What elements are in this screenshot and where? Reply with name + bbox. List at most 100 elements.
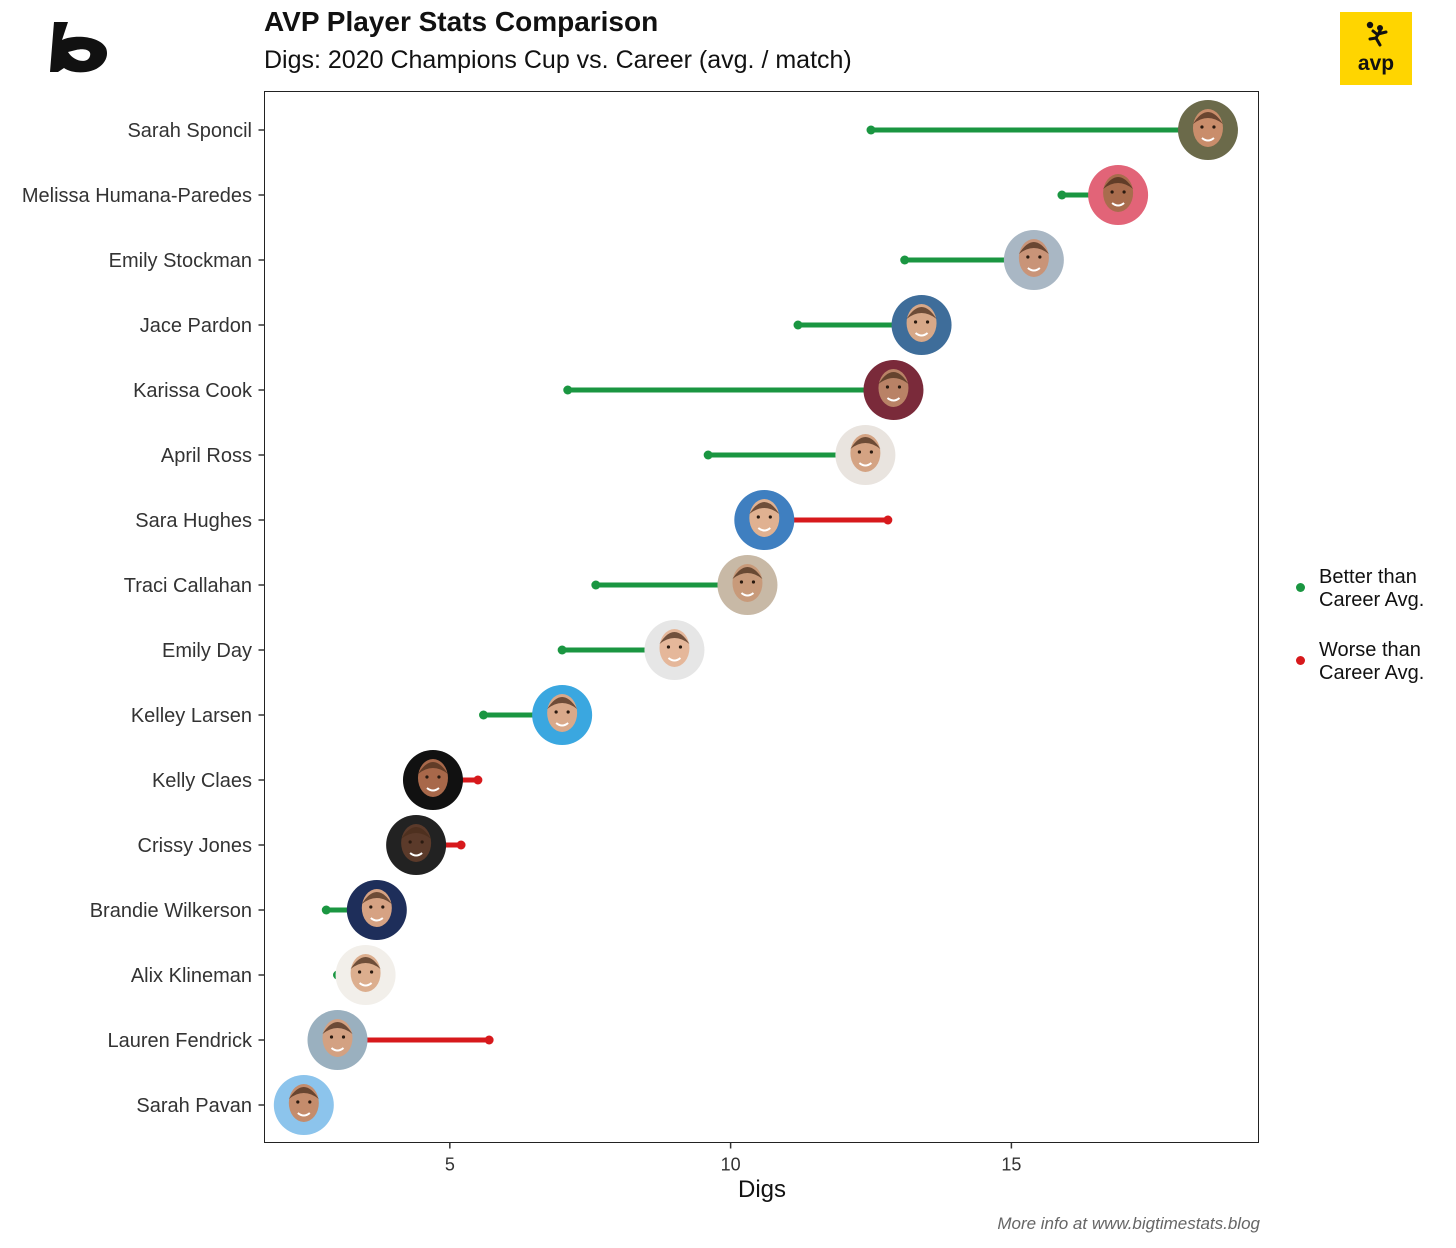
avp-logo: avp [1340,12,1412,85]
player-photo-smile [370,917,384,922]
player-photo-smile [330,1047,345,1052]
player-photo-smile [426,787,440,792]
chart-title: AVP Player Stats Comparison [264,6,659,37]
player-photo-hair [417,762,448,774]
player-photo-eye [1122,190,1126,194]
career-avg-point [479,710,489,720]
player-photo-eye [566,710,570,714]
career-avg-point [883,515,893,525]
player-photo [273,1075,334,1135]
player-photo-eye [420,840,424,844]
player-photo [891,295,952,355]
chart-subtitle: Digs: 2020 Champions Cup vs. Career (avg… [264,46,852,74]
player-photo-eye [296,1100,300,1104]
player-photo-smile [358,982,373,987]
y-tick-label: April Ross [161,445,252,467]
player-photo-smile [297,1112,311,1117]
player-photo-hair [850,437,881,449]
player-photo-eye [1110,190,1114,194]
player-photo [1003,230,1064,290]
career-avg-point [563,385,573,395]
player-photo [734,490,795,550]
y-tick-label: Emily Day [162,640,252,662]
x-tick-label: 5 [445,1155,455,1175]
career-avg-point [473,775,483,785]
career-avg-point [703,450,713,460]
player-photo-smile [886,397,901,402]
player-photo-hair [659,632,690,644]
player-photo-eye [739,580,744,584]
player-photo-eye [437,775,441,779]
career-avg-point [591,580,601,590]
player-photo-eye [369,905,373,909]
y-tick-label: Traci Callahan [124,575,252,597]
player-photo-smile [757,527,771,532]
avp-logo-text: avp [1357,52,1395,75]
player-photo-hair [547,697,578,709]
player-photo-hair [288,1087,319,1099]
player-photo-hair [1192,112,1223,124]
legend-dot-better [1296,583,1305,592]
player-photo-eye [756,515,760,519]
player-photo [1177,100,1238,160]
x-axis-label: Digs [737,1176,786,1203]
player-photo-eye [897,385,902,389]
player-photo-eye [308,1100,312,1104]
career-avg-point [321,905,331,915]
y-tick-label: Kelley Larsen [131,705,252,727]
legend-dot-worse [1296,656,1305,665]
bigtimestats-logo [44,18,112,81]
player-photo [307,1010,368,1070]
player-photo [644,620,705,680]
player-photo-eye [369,970,374,974]
y-tick-label: Kelly Claes [152,770,252,792]
player-photo-hair [401,827,432,839]
y-tick-label: Melissa Humana-Paredes [22,185,252,207]
player-photo-hair [906,307,937,319]
player-photo-eye [751,580,756,584]
career-avg-point [900,255,910,265]
player-photo-smile [1111,202,1125,207]
career-avg-point [456,840,466,850]
career-avg-point [484,1035,494,1045]
player-photo-smile [667,657,682,662]
y-tick-label: Brandie Wilkerson [90,900,252,922]
career-avg-point [793,320,803,330]
player-photo [863,360,924,420]
player-photo-smile [1201,137,1215,142]
player-photo-eye [913,320,918,324]
x-tick-label: 15 [1001,1155,1021,1175]
y-tick-label: Sara Hughes [135,510,252,532]
player-photo-hair [749,502,780,514]
player-photo-eye [341,1035,346,1039]
player-photo-smile [409,852,423,857]
player-photo-eye [885,385,890,389]
player-photo [532,685,593,745]
player-photo-eye [768,515,772,519]
career-avg-point [866,125,876,135]
player-photo-smile [1027,267,1041,272]
player-photo-hair [1103,177,1134,189]
caption: More info at www.bigtimestats.blog [997,1214,1260,1233]
y-tick-label: Sarah Sponcil [127,120,252,142]
player-photo-smile [914,332,929,337]
player-photo-eye [408,840,412,844]
player-photo-eye [1212,125,1216,129]
y-tick-label: Jace Pardon [140,315,252,337]
player-photo [1088,165,1149,225]
player-photo-hair [361,892,392,904]
player-photo-hair [1018,242,1049,254]
player-photo [835,425,896,485]
player-photo-eye [425,775,429,779]
player-photo-eye [1038,255,1042,259]
y-tick-label: Alix Klineman [131,965,252,987]
player-photo [402,750,463,810]
player-photo-eye [381,905,385,909]
y-tick-label: Karissa Cook [133,380,253,402]
y-tick-label: Lauren Fendrick [107,1030,253,1052]
player-photo [335,945,396,1005]
player-photo-eye [857,450,861,454]
player-photo-eye [329,1035,334,1039]
player-photo-eye [666,645,671,649]
